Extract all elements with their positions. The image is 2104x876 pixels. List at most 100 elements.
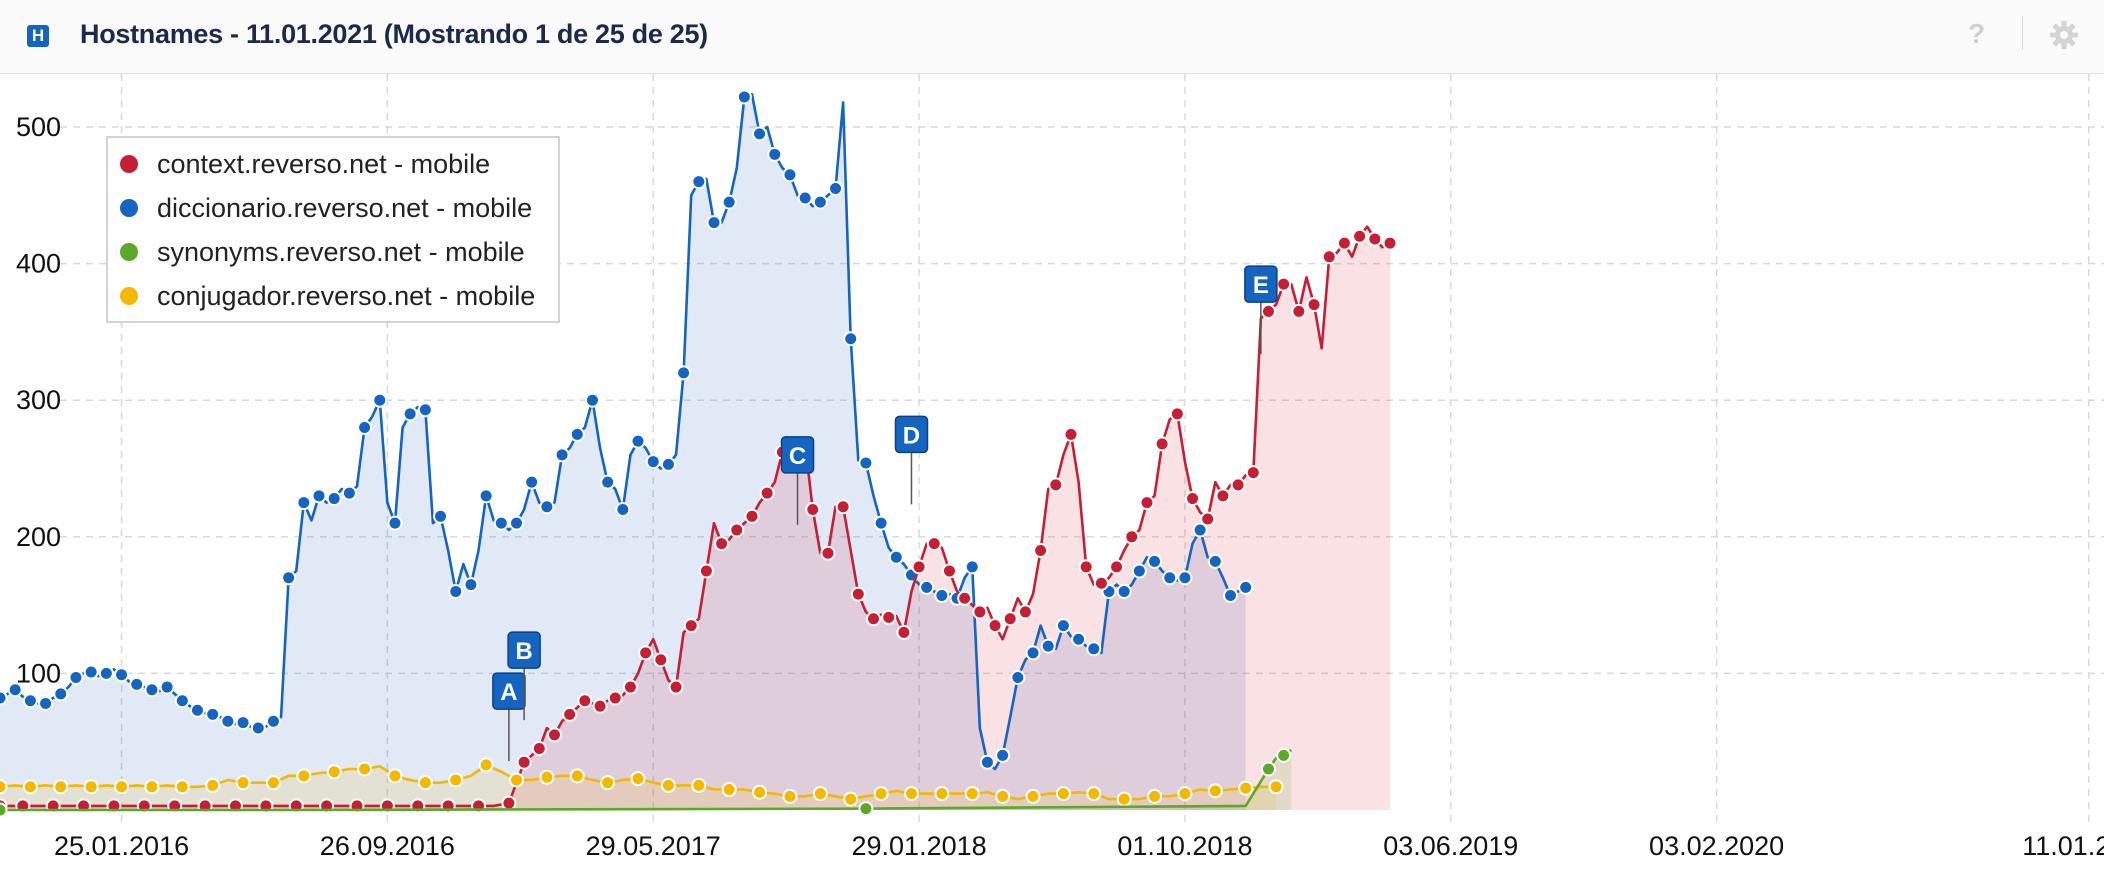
data-point <box>676 365 692 381</box>
data-point <box>1222 588 1238 604</box>
series-area <box>0 226 1391 810</box>
data-point <box>250 720 266 736</box>
data-point <box>387 515 403 531</box>
data-point <box>1230 477 1246 493</box>
data-point <box>812 786 828 802</box>
data-point <box>402 406 418 422</box>
y-tick-label: 500 <box>16 112 61 142</box>
data-point <box>668 679 684 695</box>
data-point <box>220 713 236 729</box>
data-point <box>478 488 494 504</box>
data-point <box>691 174 707 190</box>
data-point <box>205 706 221 722</box>
data-point <box>1033 542 1049 558</box>
legend-swatch <box>120 243 138 261</box>
data-point <box>1025 645 1041 661</box>
data-point <box>1245 465 1261 481</box>
marker-label: B <box>515 638 532 665</box>
data-point <box>1093 575 1109 591</box>
x-tick-label: 01.10.2018 <box>1117 831 1252 861</box>
data-point <box>1200 511 1216 527</box>
data-point <box>22 779 38 795</box>
data-point <box>296 495 312 511</box>
data-point <box>584 392 600 408</box>
data-point <box>660 777 676 793</box>
data-point <box>1336 235 1352 251</box>
data-point <box>1086 641 1102 657</box>
data-point <box>759 485 775 501</box>
marker-label: E <box>1253 272 1269 299</box>
data-point <box>448 583 464 599</box>
data-point <box>1154 436 1170 452</box>
marker-box <box>507 631 541 669</box>
data-point <box>296 768 312 784</box>
gear-icon[interactable] <box>2048 19 2080 51</box>
data-point <box>1071 631 1087 647</box>
data-point <box>1116 791 1132 807</box>
data-point <box>1215 488 1231 504</box>
x-tick-label: 03.06.2019 <box>1383 831 1518 861</box>
data-point <box>797 190 813 206</box>
chart-header: H Hostnames - 11.01.2021 (Mostrando 1 de… <box>0 0 2104 74</box>
data-point <box>1238 579 1254 595</box>
doctor-letter-a-marker: A <box>492 672 526 762</box>
data-point <box>995 747 1011 763</box>
data-point <box>1017 604 1033 620</box>
marker-box <box>780 436 815 474</box>
data-point <box>919 579 935 595</box>
marker-box <box>492 672 526 710</box>
data-point <box>812 194 828 210</box>
data-point <box>1260 761 1276 777</box>
data-point <box>174 779 190 795</box>
legend-label: synonyms.reverso.net - mobile <box>157 237 525 267</box>
data-point <box>903 786 919 802</box>
data-point <box>417 775 433 791</box>
y-tick-label: 300 <box>16 385 61 415</box>
data-point <box>159 679 175 695</box>
x-tick-label: 26.09.2016 <box>320 831 455 861</box>
data-point <box>68 669 84 685</box>
data-point <box>463 577 479 593</box>
doctor-letter-d-marker: D <box>894 415 929 505</box>
data-point <box>1192 522 1208 538</box>
data-point <box>1367 231 1383 247</box>
data-point <box>979 754 995 770</box>
data-point <box>600 474 616 490</box>
data-point <box>531 741 547 757</box>
data-point <box>569 768 585 784</box>
data-point <box>820 545 836 561</box>
data-point <box>622 679 638 695</box>
data-point <box>0 802 8 818</box>
data-point <box>539 499 555 515</box>
data-point <box>630 433 646 449</box>
data-point <box>1131 563 1147 579</box>
data-point <box>721 194 737 210</box>
help-icon[interactable]: ? <box>1968 18 1986 49</box>
data-point <box>1048 477 1064 493</box>
data-point <box>1124 529 1140 545</box>
legend-swatch <box>120 199 138 217</box>
data-point <box>1040 638 1056 654</box>
data-point <box>189 702 205 718</box>
data-point <box>326 491 342 507</box>
data-point <box>645 454 661 470</box>
data-point <box>752 784 768 800</box>
data-point <box>1147 553 1163 569</box>
data-point <box>926 536 942 552</box>
x-tick-label: 29.05.2017 <box>586 831 721 861</box>
data-point <box>941 563 957 579</box>
data-point <box>805 501 821 517</box>
data-point <box>858 455 874 471</box>
x-tick-label: 29.01.2018 <box>852 831 987 861</box>
data-point <box>114 779 130 795</box>
data-point <box>896 624 912 640</box>
data-point <box>638 645 654 661</box>
data-point <box>767 146 783 162</box>
marker-box <box>894 415 929 454</box>
data-point <box>600 775 616 791</box>
data-point <box>714 536 730 552</box>
data-point <box>1147 788 1163 804</box>
data-point <box>698 563 714 579</box>
data-point <box>1169 406 1185 422</box>
data-point <box>235 775 251 791</box>
